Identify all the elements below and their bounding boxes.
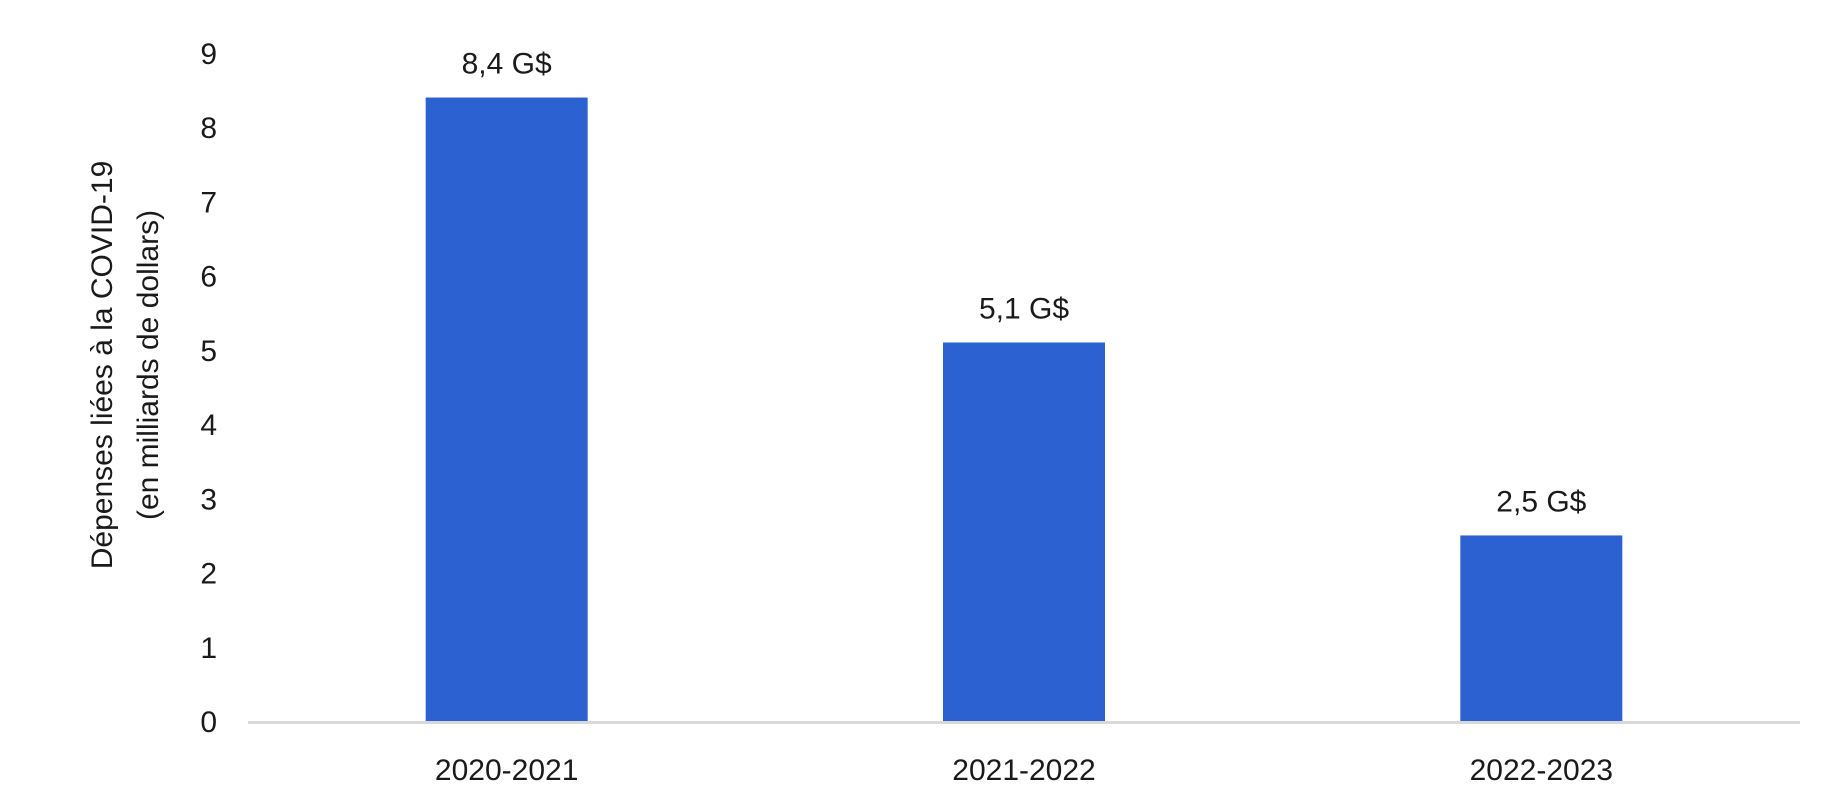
data-labels: 8,4 G$ 5,1 G$ 2,5 G$ — [462, 48, 1587, 519]
y-tick-label: 6 — [200, 261, 217, 294]
bar-data-label: 2,5 G$ — [1496, 485, 1586, 518]
x-tick-label: 2022-2023 — [1470, 754, 1613, 787]
y-tick-label: 8 — [200, 112, 217, 145]
x-tick-label: 2020-2021 — [435, 754, 578, 787]
bar — [425, 97, 588, 722]
y-axis-title-line1: Dépenses liées à la COVID-19 — [86, 161, 119, 570]
y-tick-label: 3 — [200, 483, 217, 516]
bar — [1460, 535, 1623, 721]
y-axis-ticks: 0 1 2 3 4 5 6 7 8 9 — [200, 38, 217, 739]
bar — [943, 342, 1105, 721]
bar-data-label: 8,4 G$ — [462, 48, 552, 81]
y-tick-label: 1 — [200, 632, 217, 665]
y-tick-label: 9 — [200, 38, 217, 71]
y-tick-label: 7 — [200, 186, 217, 219]
bar-data-label: 5,1 G$ — [979, 292, 1069, 325]
x-axis-ticks: 2020-2021 2021-2022 2022-2023 — [435, 754, 1613, 787]
y-tick-label: 4 — [200, 409, 217, 442]
x-tick-label: 2021-2022 — [952, 754, 1095, 787]
y-axis-title-line2: (en milliards de dollars) — [132, 210, 165, 520]
y-tick-label: 0 — [200, 706, 217, 739]
y-tick-label: 5 — [200, 335, 217, 368]
y-axis-title: Dépenses liées à la COVID-19 (en milliar… — [86, 161, 165, 570]
y-tick-label: 2 — [200, 558, 217, 591]
bars — [425, 97, 1623, 722]
